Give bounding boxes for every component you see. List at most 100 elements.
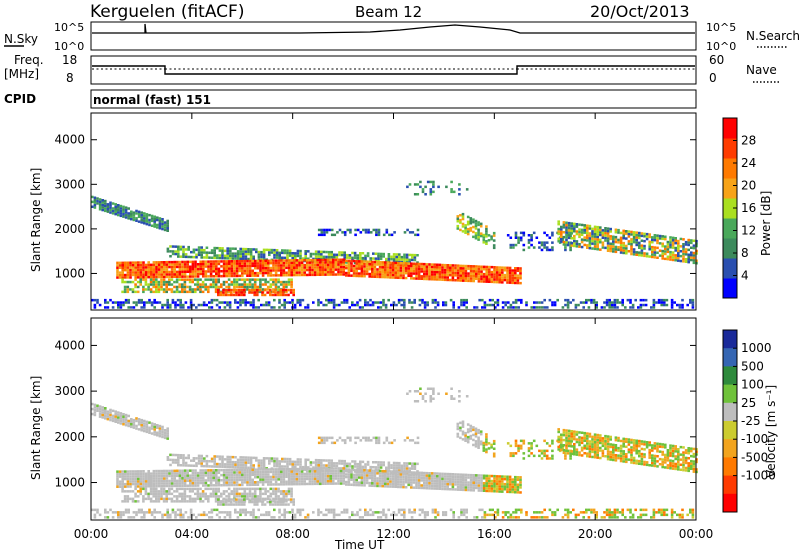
power-cell xyxy=(272,280,275,284)
velocity-cell xyxy=(139,487,142,491)
power-cell xyxy=(345,259,348,262)
velocity-cell xyxy=(412,486,416,489)
velocity-cell xyxy=(267,470,270,474)
power-cell xyxy=(488,270,491,274)
power-cell xyxy=(557,240,560,243)
power-cell xyxy=(293,264,296,267)
power-cell xyxy=(638,234,641,237)
power-cell xyxy=(674,239,677,242)
power-cell xyxy=(332,301,336,304)
velocity-cell xyxy=(153,425,156,429)
power-cell xyxy=(330,301,333,304)
power-cell xyxy=(210,251,214,255)
power-cell xyxy=(244,301,247,304)
velocity-cell xyxy=(173,495,176,498)
power-cell xyxy=(424,185,427,189)
power-cell xyxy=(288,251,292,255)
power-cell xyxy=(139,261,143,264)
velocity-cell xyxy=(291,460,294,463)
velocity-cell xyxy=(155,492,158,496)
power-cell xyxy=(665,298,669,302)
velocity-cell xyxy=(216,455,219,458)
power-cell xyxy=(386,271,390,274)
velocity-cell xyxy=(241,476,244,479)
velocity-cell xyxy=(191,481,195,485)
power-cell xyxy=(227,285,231,289)
power-cell xyxy=(480,267,483,271)
velocity-cell xyxy=(333,464,336,468)
power-cell xyxy=(429,180,433,184)
velocity-cell xyxy=(404,476,408,479)
velocity-cell xyxy=(200,464,203,468)
power-cell xyxy=(241,272,244,275)
power-cell xyxy=(364,298,367,302)
power-cell xyxy=(443,273,447,277)
velocity-cell xyxy=(230,476,234,479)
power-cell xyxy=(222,283,226,286)
velocity-cell xyxy=(144,490,148,493)
power-cell xyxy=(459,221,462,224)
velocity-cell xyxy=(241,468,244,472)
velocity-cell xyxy=(135,427,138,430)
power-cell xyxy=(436,301,440,304)
velocity-cell xyxy=(293,482,296,486)
power-cell xyxy=(153,220,156,223)
power-cell xyxy=(150,217,154,220)
power-cell xyxy=(337,268,340,271)
power-cell xyxy=(562,223,566,227)
velocity-cell xyxy=(405,462,409,465)
velocity-cell xyxy=(508,488,512,491)
velocity-cell xyxy=(118,485,122,488)
velocity-cell xyxy=(403,439,407,442)
power-cell xyxy=(612,237,615,241)
velocity-cell xyxy=(285,492,288,496)
power-cell xyxy=(274,285,278,289)
power-cell xyxy=(231,252,235,255)
nsky-label: N.Sky xyxy=(4,32,38,46)
power-cell xyxy=(145,213,149,216)
power-cell xyxy=(239,255,242,258)
velocity-cell xyxy=(173,484,176,488)
power-cell xyxy=(210,249,214,252)
power-cell xyxy=(363,260,366,263)
power-cell xyxy=(485,227,488,231)
velocity-cell xyxy=(145,423,149,426)
velocity-cell xyxy=(256,495,260,498)
power-cell xyxy=(485,232,488,236)
power-cell xyxy=(111,306,115,309)
velocity-cell xyxy=(399,483,403,486)
power-cell xyxy=(189,272,192,276)
velocity-cell xyxy=(394,480,397,483)
velocity-cell xyxy=(196,492,200,496)
power-cell xyxy=(134,278,137,281)
power-cell xyxy=(495,273,499,276)
velocity-cell xyxy=(221,463,224,466)
power-cell xyxy=(630,243,633,246)
power-cell xyxy=(264,266,267,270)
velocity-cell xyxy=(466,428,470,431)
power-cell xyxy=(632,231,636,234)
power-cell xyxy=(501,266,504,269)
velocity-cell xyxy=(253,498,256,501)
power-cell xyxy=(207,278,210,281)
velocity-cell xyxy=(256,475,260,479)
power-cell xyxy=(239,252,242,256)
power-cell xyxy=(469,219,473,222)
velocity-cell xyxy=(464,434,467,437)
power-cell xyxy=(689,301,692,304)
power-cell xyxy=(174,252,177,256)
power-cell xyxy=(269,271,273,275)
power-cell xyxy=(413,253,417,257)
power-cell xyxy=(606,244,610,248)
velocity-cell xyxy=(215,484,218,487)
velocity-cell xyxy=(148,429,151,432)
power-cell xyxy=(415,270,418,273)
velocity-cell xyxy=(135,419,138,423)
power-cell xyxy=(604,239,607,242)
power-cell xyxy=(586,226,589,230)
power-cell xyxy=(416,254,419,257)
velocity-cell xyxy=(338,462,341,465)
velocity-cell xyxy=(467,488,470,492)
velocity-cell xyxy=(251,483,254,486)
velocity-cell xyxy=(174,458,177,462)
